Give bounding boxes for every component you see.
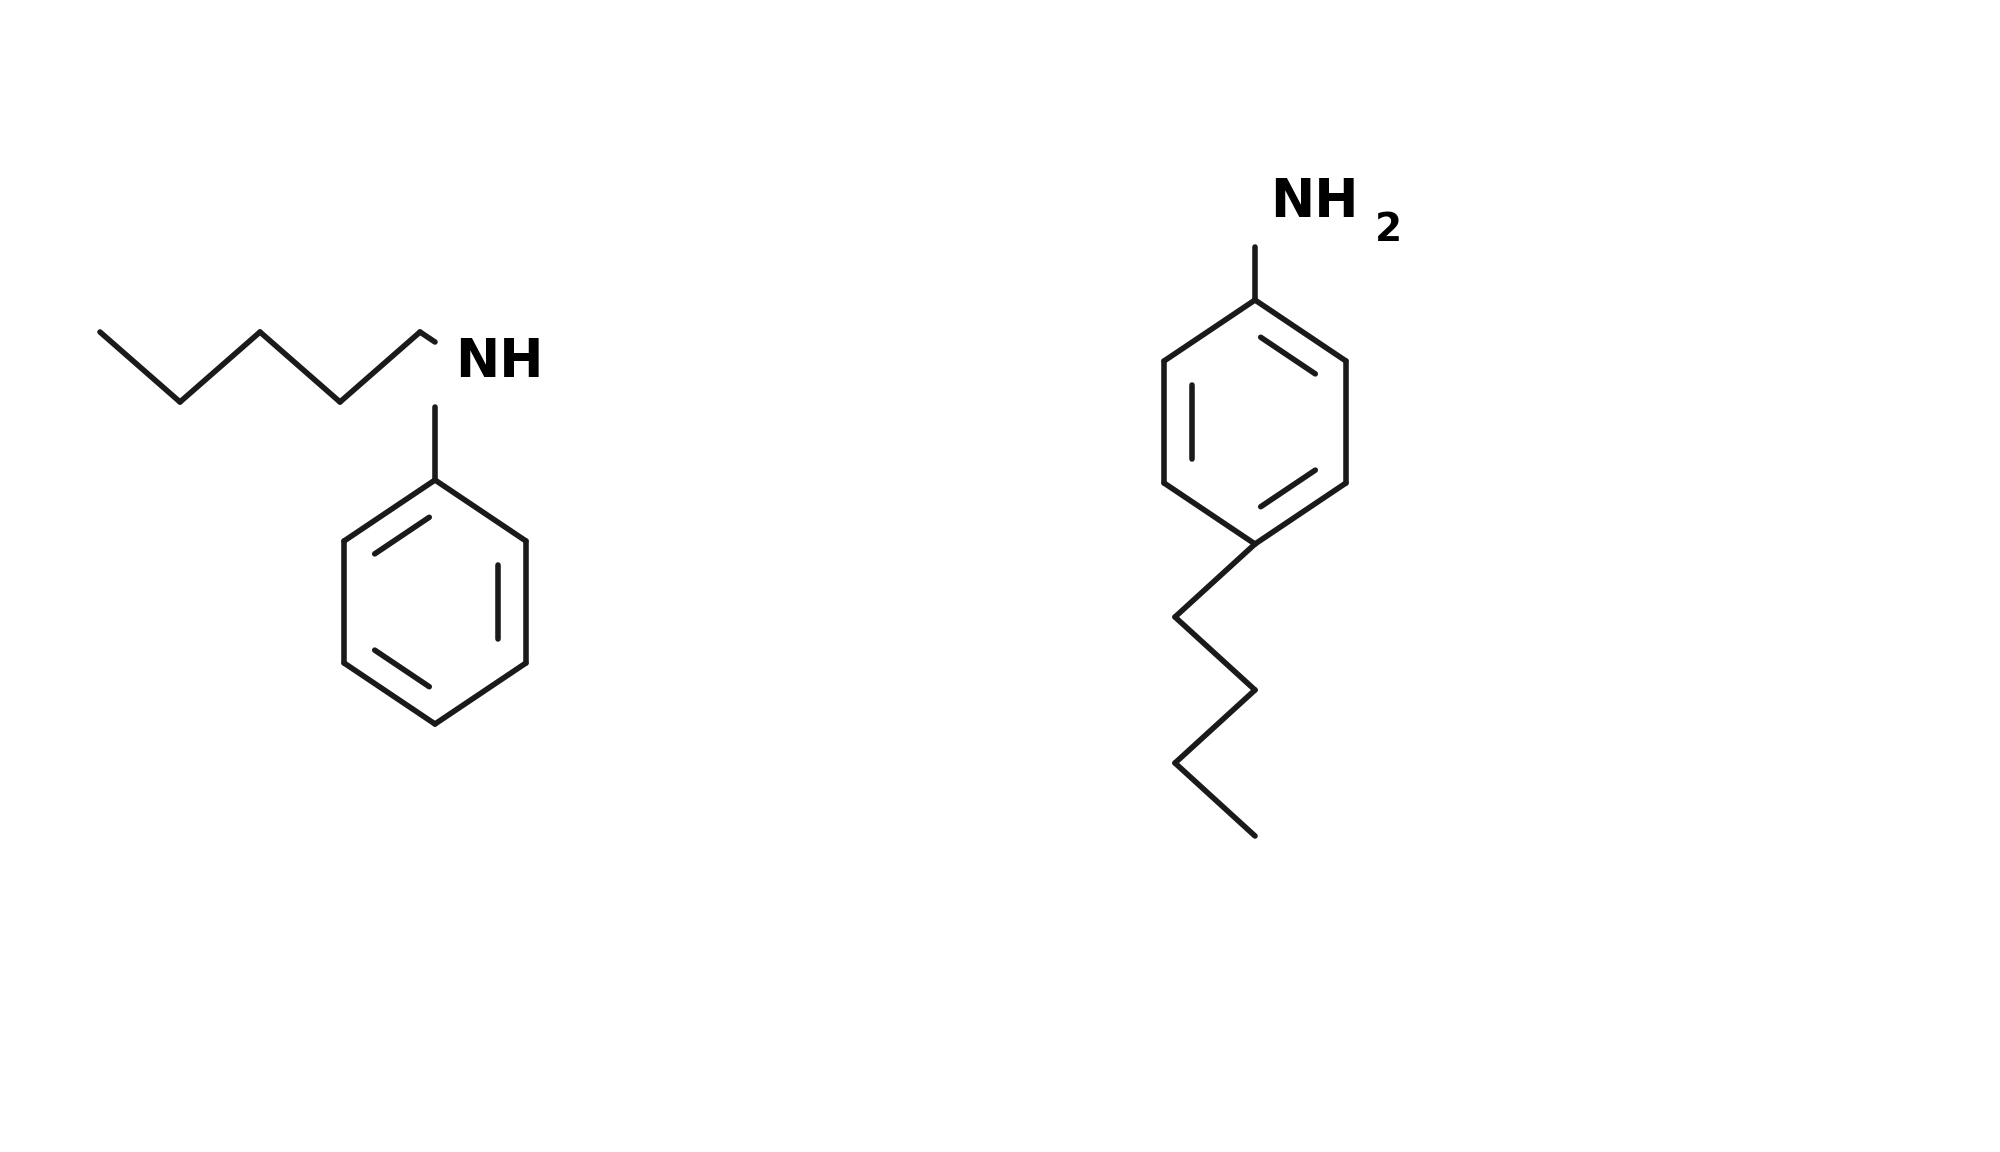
Text: NH: NH	[456, 336, 544, 388]
Text: NH: NH	[1270, 176, 1358, 228]
Text: 2: 2	[1376, 211, 1402, 249]
